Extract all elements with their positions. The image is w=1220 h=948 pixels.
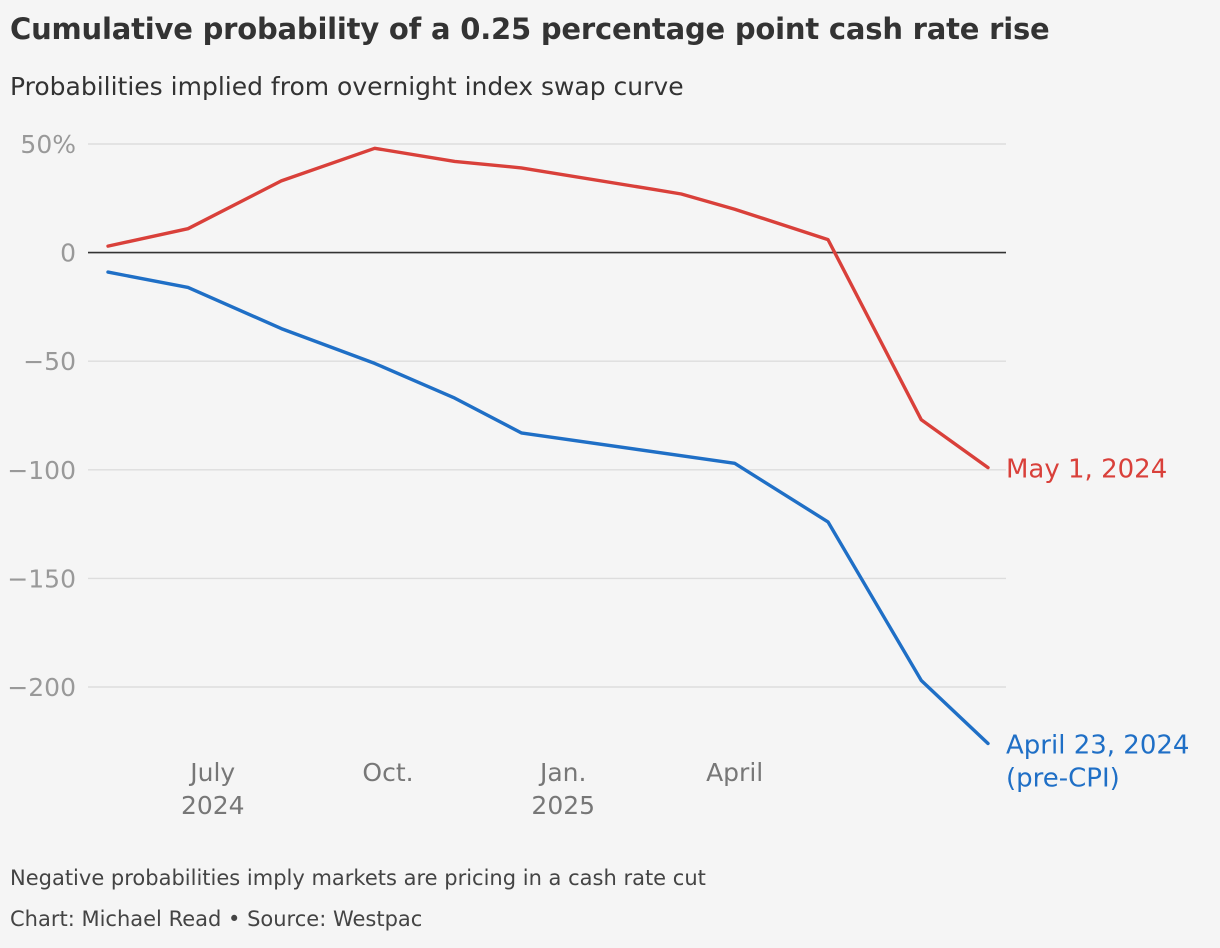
x-tick-label: Jan. xyxy=(538,758,586,787)
chart-subtitle: Probabilities implied from overnight ind… xyxy=(10,72,684,101)
x-tick-label: July xyxy=(188,758,235,787)
chart-title: Cumulative probability of a 0.25 percent… xyxy=(10,12,1050,46)
y-tick-label: −200 xyxy=(7,673,76,702)
y-tick-label: −100 xyxy=(7,456,76,485)
y-tick-label: 50% xyxy=(20,130,76,159)
y-axis: 50% 0 −50 −100 −150 −200 xyxy=(7,130,76,702)
series-line-0 xyxy=(106,146,990,470)
series-line-1 xyxy=(106,270,990,746)
y-tick-label: −150 xyxy=(7,564,76,593)
x-tick-label: Oct. xyxy=(362,758,413,787)
y-tick-label: −50 xyxy=(23,347,76,376)
series-labels: May 1, 2024 April 23, 2024 (pre-CPI) xyxy=(1006,455,1189,794)
x-axis: July 2024 Oct. Jan. 2025 April xyxy=(181,758,763,820)
gridlines xyxy=(88,143,1006,688)
x-tick-label: 2024 xyxy=(181,791,245,820)
chart-credit: Chart: Michael Read • Source: Westpac xyxy=(10,907,423,931)
chart-note: Negative probabilities imply markets are… xyxy=(10,866,706,890)
series-label-0: May 1, 2024 xyxy=(1006,455,1167,485)
x-tick-label: 2025 xyxy=(531,791,595,820)
series-label-1: April 23, 2024 (pre-CPI) xyxy=(1006,730,1189,793)
series-lines xyxy=(106,146,990,746)
x-tick-label: April xyxy=(706,758,763,787)
y-tick-label: 0 xyxy=(60,239,76,268)
